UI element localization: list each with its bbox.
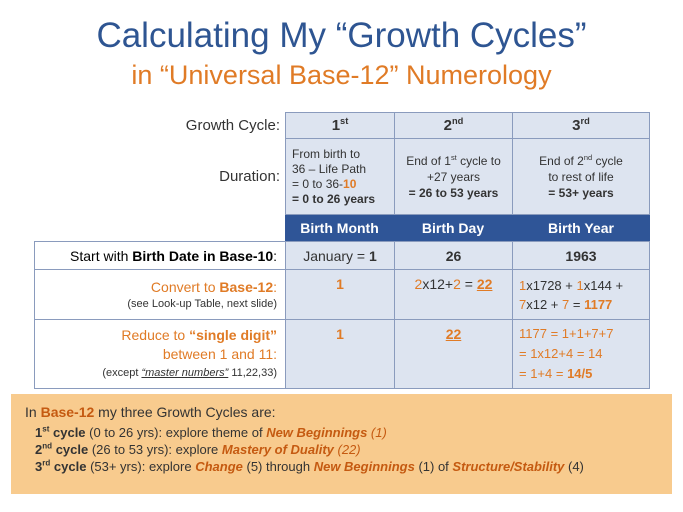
duration-cycle-2: End of 1st cycle to +27 years = 26 to 53… (394, 138, 513, 215)
summary-cycle-2: 2nd cycle (26 to 53 yrs): explore Master… (35, 441, 361, 457)
cycle-1-header: 1st (285, 112, 395, 139)
reduce-year: 1177 = 1+1+7+7 = 1x12+4 = 14 = 1+4 = 14/… (512, 319, 650, 389)
duration-cycle-1: From birth to 36 – Life Path = 0 to 36-1… (285, 138, 395, 215)
convert-row-label: Convert to Base-12: (see Look-up Table, … (34, 269, 286, 320)
convert-day: 2x12+2 = 22 (394, 269, 513, 320)
page-title: Calculating My “Growth Cycles” (96, 16, 587, 55)
summary-cycle-1: 1st cycle (0 to 26 yrs): explore theme o… (35, 424, 387, 440)
reduce-month: 1 (285, 319, 395, 389)
summary-box: In Base-12 my three Growth Cycles are: 1… (11, 394, 672, 494)
convert-year: 1x1728 + 1x144 + 7x12 + 7 = 1177 (512, 269, 650, 320)
start-row-label: Start with Birth Date in Base-10: (34, 241, 286, 270)
start-year: 1963 (512, 241, 650, 270)
duration-cycle-3: End of 2nd cycle to rest of life = 53+ y… (512, 138, 650, 215)
start-month: January = 1 (285, 241, 395, 270)
header-birth-year: Birth Year (512, 215, 650, 241)
reduce-row-label: Reduce to “single digit” between 1 and 1… (34, 319, 286, 389)
summary-intro: In Base-12 my three Growth Cycles are: (25, 404, 276, 420)
header-birth-month: Birth Month (285, 215, 395, 241)
convert-month: 1 (285, 269, 395, 320)
header-birth-day: Birth Day (394, 215, 513, 241)
reduce-day: 22 (394, 319, 513, 389)
page-subtitle: in “Universal Base-12” Numerology (131, 60, 552, 90)
start-day: 26 (394, 241, 513, 270)
cycle-3-header: 3rd (512, 112, 650, 139)
summary-cycle-3: 3rd cycle (53+ yrs): explore Change (5) … (35, 458, 584, 474)
growth-cycle-label: Growth Cycle: (185, 117, 280, 134)
duration-label: Duration: (219, 168, 280, 185)
cycle-2-header: 2nd (394, 112, 513, 139)
